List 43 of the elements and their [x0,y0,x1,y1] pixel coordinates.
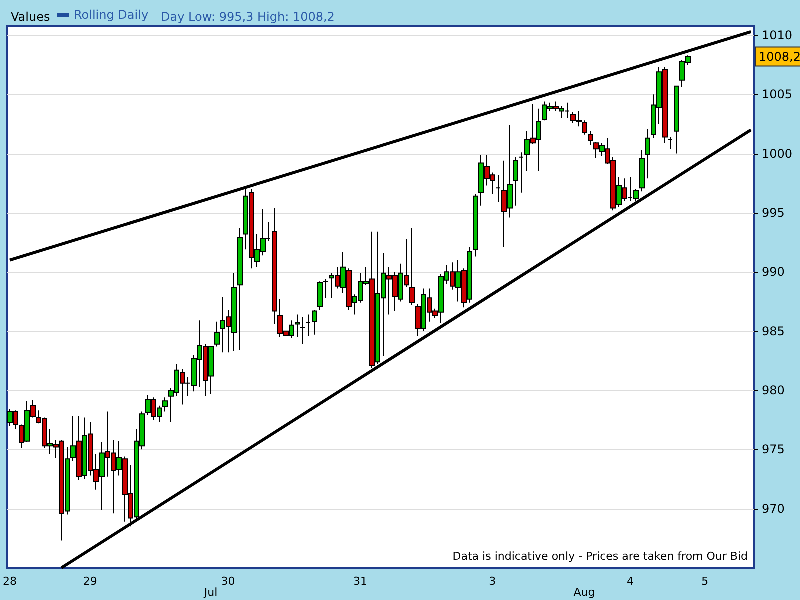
text: Rolling Daily [74,8,149,22]
candlestick [237,228,243,351]
candlestick [306,314,311,337]
candlestick [323,278,329,299]
x-tick-label: 5 [702,575,709,588]
x-tick-label: Aug [574,586,596,599]
candlestick [473,194,478,258]
y-tick-label: 1000 [762,146,793,161]
x-tick-label: 3 [489,575,496,588]
chart-subtitle: Day Low: 995,3 High: 1008,2 [161,10,335,24]
candlestick [312,310,317,336]
candlestick [674,86,679,154]
y-tick-label: 985 [762,324,785,338]
candlestick [639,150,645,192]
candlestick [300,316,306,345]
annotation: Data is indicative only - Prices are taken from Our Bid [452,550,748,563]
candlestick [317,281,323,311]
candlestick [295,314,300,338]
text: 1008,2 [759,50,800,64]
y-tick-label: 1005 [762,88,793,102]
candlestick [409,228,415,306]
y-tick-label: 990 [762,265,785,280]
y-tick-label: 995 [762,206,785,220]
candlestick [519,152,524,194]
candlestick [645,128,650,180]
x-tick-label: 30 [221,575,236,588]
x-tick-label: 4 [626,575,634,588]
candlestick [588,130,593,146]
candlestick [582,120,587,136]
candlestick [668,136,673,150]
x-tick-label: 29 [83,575,98,588]
candlestick [513,156,518,206]
y-tick-label: 975 [762,442,785,457]
x-tick-label: 31 [353,575,368,588]
candlestick [214,321,220,348]
candlestick [496,174,501,203]
candlestick [162,397,168,412]
x-tick-label: 28 [2,575,17,588]
chart-title: Values [11,10,50,24]
x-tick-label: Jul [203,586,218,599]
y-tick-label: 1010 [762,28,793,42]
y-tick-label: 980 [762,383,785,398]
y-tick-label: 970 [762,502,785,516]
